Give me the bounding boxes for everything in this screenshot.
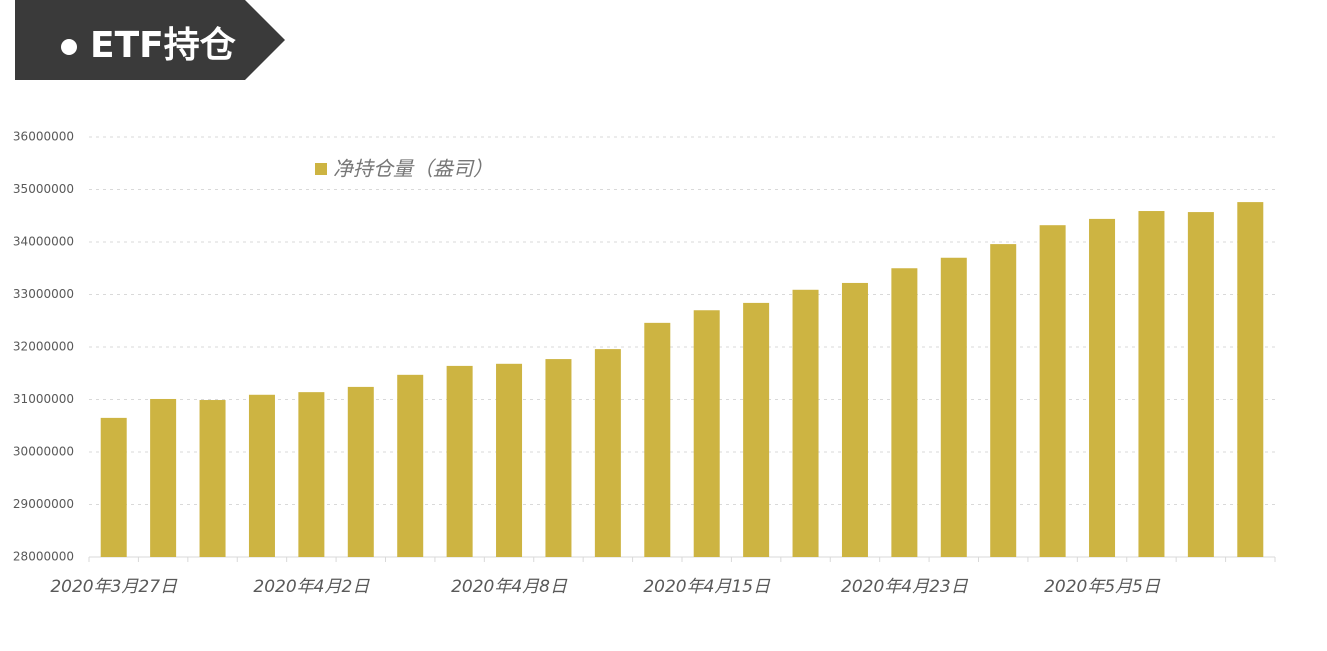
- y-tick-label: 29000000: [13, 497, 74, 511]
- bar: [1187, 212, 1214, 557]
- x-tick-label: 2020年4月15日: [643, 577, 771, 597]
- bar: [1237, 202, 1264, 557]
- y-tick-label: 33000000: [13, 287, 74, 301]
- bar: [397, 374, 424, 557]
- bar: [940, 257, 967, 557]
- bar: [1089, 218, 1116, 557]
- x-tick-label: 2020年3月27日: [50, 577, 178, 597]
- bar: [496, 363, 523, 557]
- title-banner: [15, 0, 285, 80]
- chart-title: ETF持仓: [90, 25, 236, 66]
- bar: [792, 289, 819, 557]
- bar: [347, 386, 374, 557]
- bar: [693, 310, 720, 557]
- y-tick-label: 30000000: [13, 445, 74, 459]
- y-tick-label: 34000000: [13, 235, 74, 249]
- y-tick-label: 28000000: [13, 550, 74, 564]
- bar: [841, 282, 868, 557]
- bar: [743, 302, 770, 557]
- bar: [594, 349, 621, 557]
- x-tick-label: 2020年4月2日: [253, 577, 370, 597]
- x-tick-label: 2020年4月23日: [841, 577, 969, 597]
- bar: [446, 365, 473, 557]
- bar: [644, 322, 671, 557]
- bar: [100, 417, 127, 557]
- bar: [248, 394, 275, 557]
- x-tick-label: 2020年5月5日: [1044, 577, 1161, 597]
- y-tick-label: 32000000: [13, 340, 74, 354]
- y-tick-label: 36000000: [13, 130, 74, 144]
- bar: [298, 392, 325, 557]
- title-bullet: [61, 39, 77, 55]
- bar: [545, 359, 572, 557]
- x-tick-label: 2020年4月8日: [451, 577, 568, 597]
- bar: [150, 398, 177, 557]
- bar: [990, 244, 1017, 557]
- bar: [1138, 211, 1165, 557]
- legend-swatch: [315, 163, 327, 175]
- legend-label: 净持仓量（盎司）: [333, 157, 493, 181]
- bar: [199, 400, 226, 557]
- bar: [1039, 225, 1066, 557]
- y-tick-label: 31000000: [13, 392, 74, 406]
- bar: [891, 268, 918, 557]
- y-tick-label: 35000000: [13, 182, 74, 196]
